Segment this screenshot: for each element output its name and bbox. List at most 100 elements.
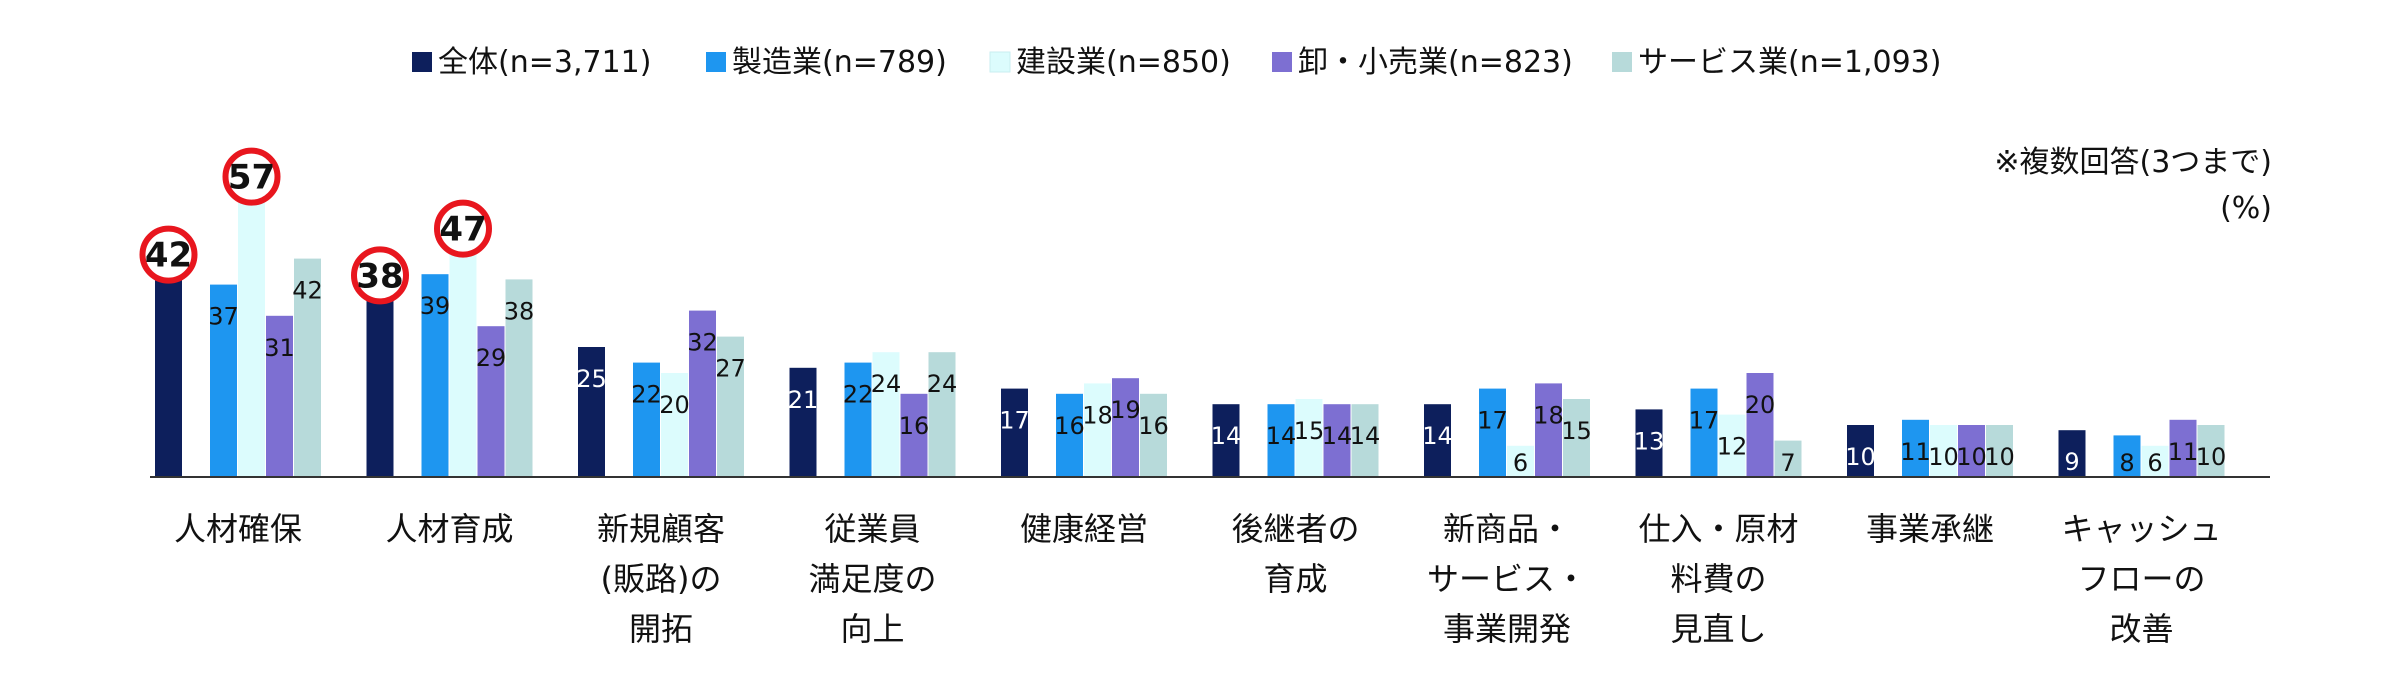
data-label: 17 [1477,407,1508,435]
data-label: 31 [264,334,295,362]
data-label: 17 [1689,407,1720,435]
bar [1295,399,1323,477]
data-label: 20 [1745,391,1776,419]
legend-swatch [989,51,1011,73]
data-label: 18 [1082,401,1113,429]
data-label: 38 [504,297,535,325]
bar [505,279,533,477]
bar [1479,388,1506,477]
data-label: 14 [1350,422,1381,450]
data-label: 11 [2168,438,2199,466]
data-label: 47 [439,210,486,250]
category-label: 向上 [840,610,904,648]
bar [689,310,716,477]
data-label: 10 [2196,443,2227,471]
highlight-circle [351,246,409,305]
bar [294,258,321,477]
category-label: サービス・ [1427,560,1587,598]
data-label: 24 [871,370,902,398]
data-label: 14 [1266,422,1297,450]
data-label: 12 [1717,433,1748,461]
category-label: 健康経営 [1020,510,1148,548]
data-label: 37 [208,303,239,331]
legend-swatch [1612,52,1632,72]
bar [2113,435,2141,477]
data-label: 21 [788,386,819,414]
data-label: 13 [1634,427,1665,455]
data-label: 6 [2147,449,2162,477]
category-label: 人材育成 [385,510,513,548]
data-label: 15 [1561,417,1592,445]
category-label: 開拓 [629,610,693,648]
data-label: 10 [1928,443,1959,471]
legend-label: サービス業(n=1,093) [1638,45,1941,80]
data-label: 10 [1984,443,2015,471]
legend-swatch [412,52,432,72]
bar [1424,404,1451,477]
bar [1986,425,2013,477]
bar [266,315,293,477]
legend-label: 全体(n=3,711) [438,45,651,80]
data-label: 22 [631,381,662,409]
bar [1746,373,1774,477]
bar [449,232,477,477]
bar [661,373,688,477]
bar [210,284,237,477]
data-label: 39 [420,292,451,320]
bar [1323,404,1351,477]
category-label: 改善 [2109,610,2173,648]
highlight-circle [139,225,198,284]
bar [1563,399,1590,477]
bar [578,347,605,477]
category-label: 育成 [1263,560,1327,598]
bar [633,362,660,477]
data-label: 17 [999,407,1030,435]
bar [844,362,872,477]
bar [1535,383,1562,477]
data-label: 25 [576,365,607,393]
category-label: 仕入・原材 [1638,510,1798,548]
legend-label: 製造業(n=789) [732,45,947,80]
bar [366,279,394,477]
bar [1774,440,1802,477]
bar [477,326,505,477]
data-label: 27 [715,355,746,383]
bar [1930,425,1957,477]
bar [1351,404,1379,477]
bar [1212,404,1240,477]
bar [2141,445,2169,477]
data-label: 19 [1110,396,1141,424]
legend-label: 建設業(n=850) [1016,45,1231,80]
data-label: 22 [843,381,874,409]
data-label: 29 [476,344,507,372]
bar [155,258,182,477]
data-label: 38 [356,256,403,296]
legend-label: 卸・小売業(n=823) [1298,45,1573,80]
bar [2058,430,2086,477]
category-label: 事業承継 [1866,510,1994,548]
data-label: 57 [228,158,275,198]
category-label: 満足度の [808,560,936,598]
bar [421,274,449,477]
category-label: 事業開発 [1443,610,1571,648]
highlight-circle [222,147,281,206]
bar [1001,388,1028,477]
data-label: 42 [292,277,323,305]
data-label: 10 [1845,443,1876,471]
data-label: 42 [145,236,192,276]
bar [789,367,817,477]
bar [1084,383,1111,477]
bar [1507,445,1534,477]
category-label: 料費の [1670,560,1766,598]
bar [1902,419,1929,477]
bar [1267,404,1295,477]
category-label: 新商品・ [1443,510,1571,548]
bar [717,336,744,477]
chart-note: ※複数回答(3つまで) [1994,145,2272,180]
data-label: 16 [1138,412,1169,440]
bar [928,352,956,477]
data-label: 10 [1956,443,1987,471]
